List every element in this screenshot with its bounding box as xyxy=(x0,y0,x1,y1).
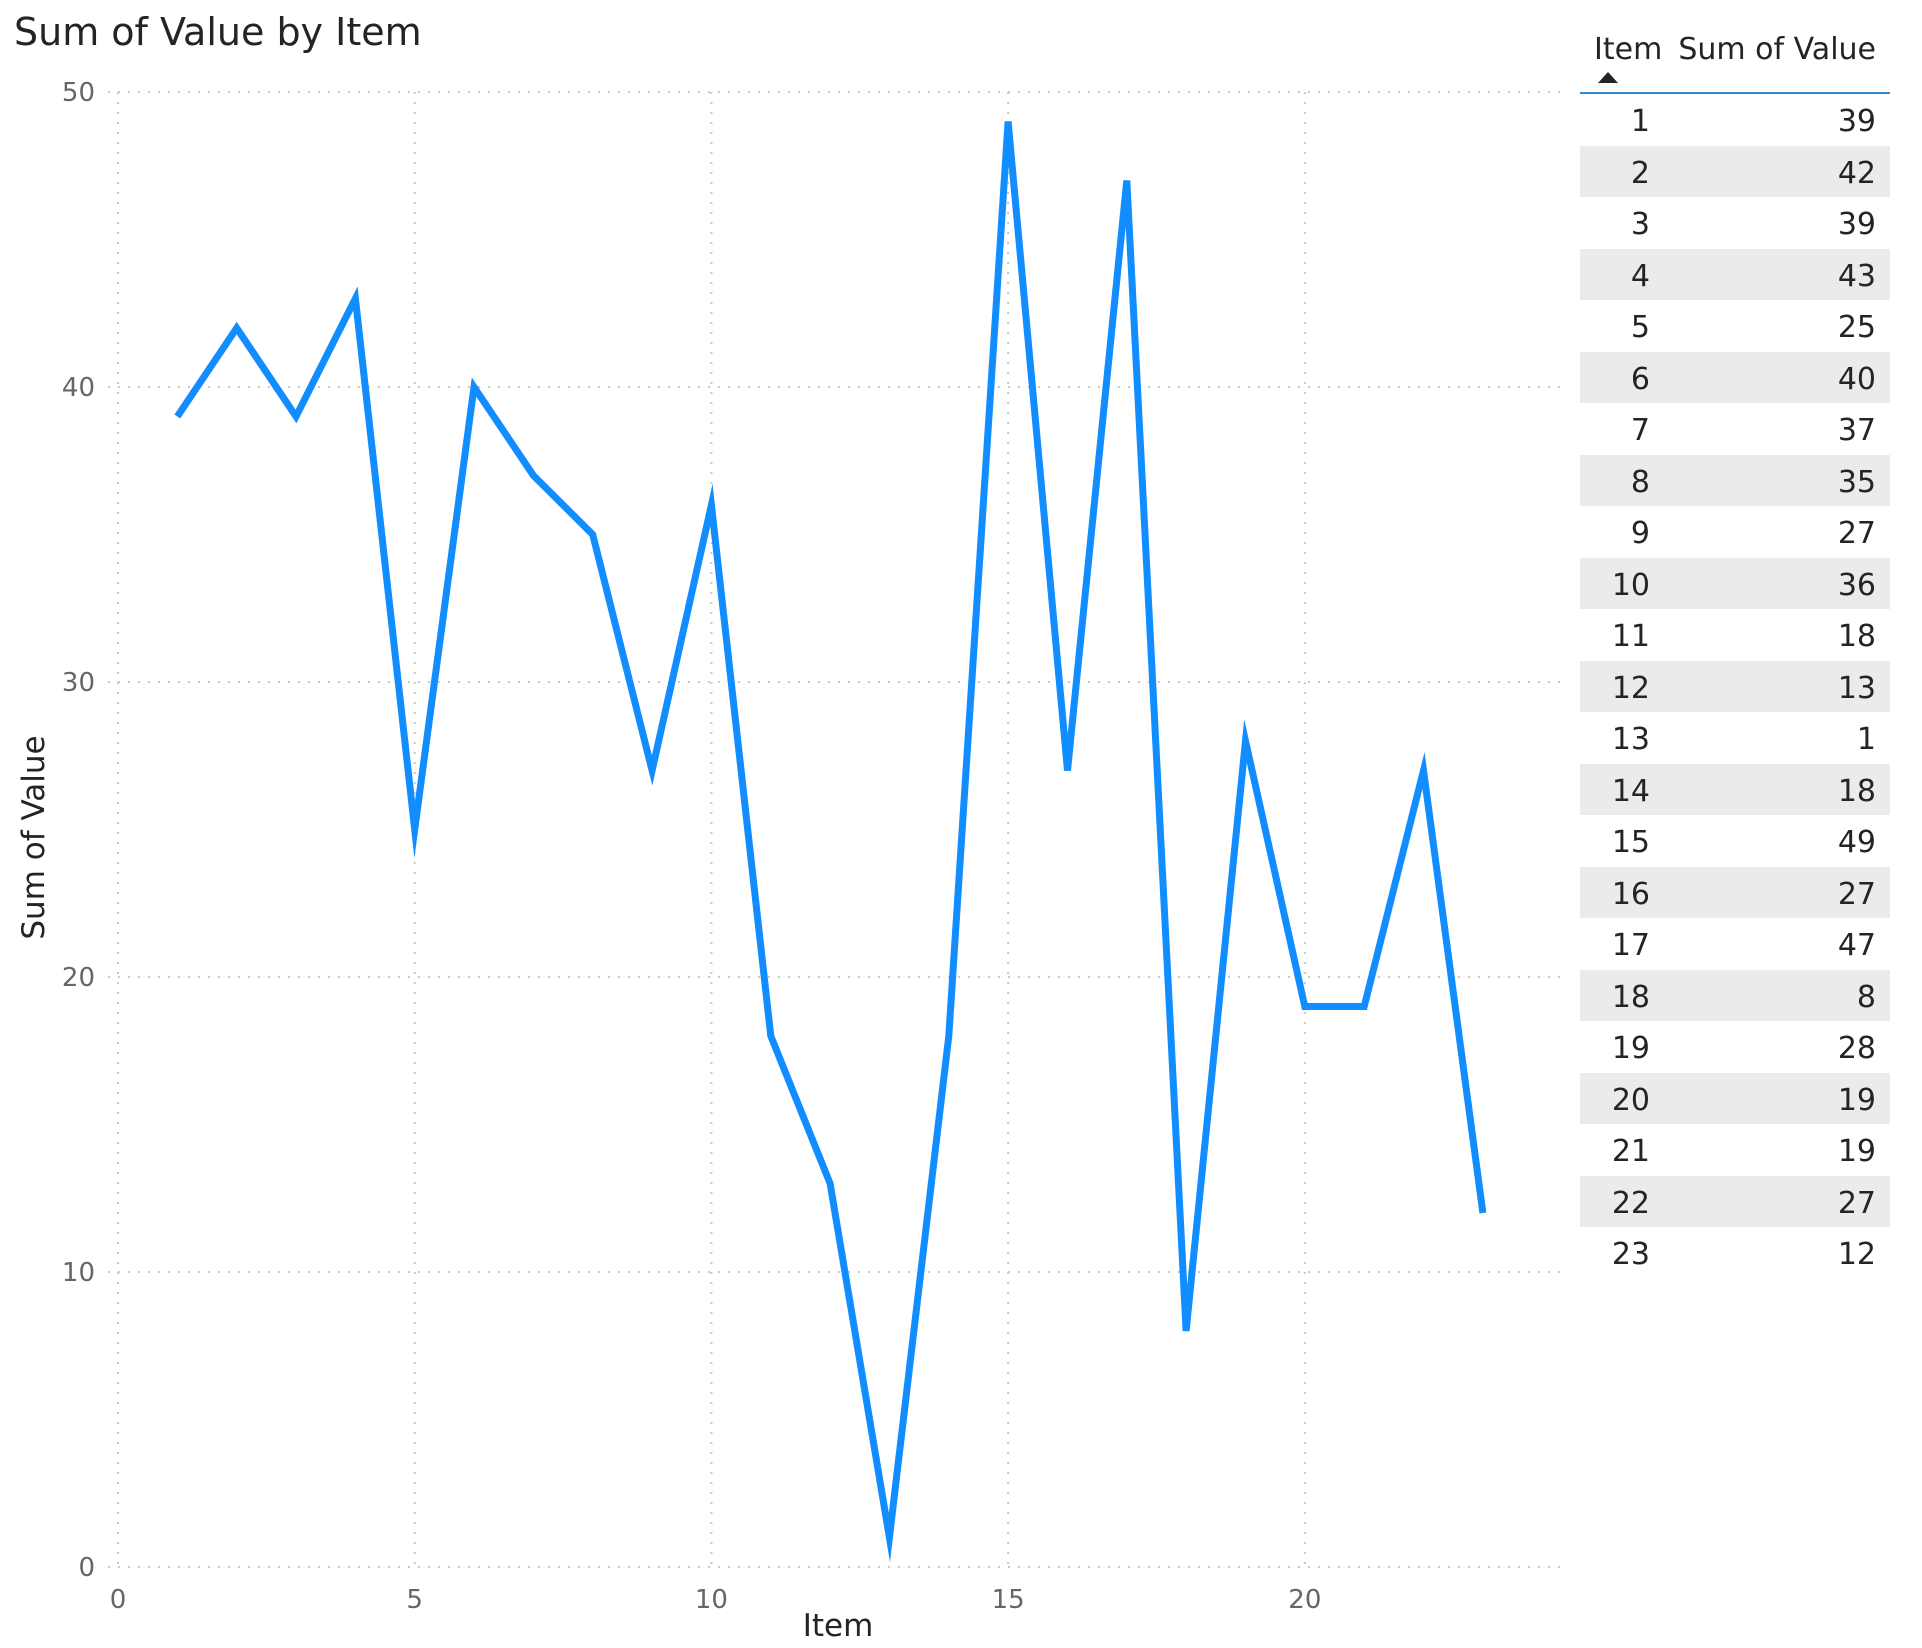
cell-sum-of-value: 40 xyxy=(1837,361,1876,397)
table-row: 1 39 xyxy=(1580,94,1890,146)
line-chart: 0 10 20 30 40 50 0 5 10 15 20 Item Sum of Value xyxy=(16,78,1560,1644)
table-row: 12 13 xyxy=(1580,660,1890,712)
cell-item: 14 xyxy=(1611,773,1650,809)
table-row: 17 47 xyxy=(1580,918,1890,970)
table-row: 14 18 xyxy=(1580,763,1890,815)
table-row: 21 19 xyxy=(1580,1124,1890,1176)
cell-sum-of-value: 19 xyxy=(1837,1134,1876,1169)
y-tick-label: 20 xyxy=(62,963,95,993)
cell-item: 22 xyxy=(1611,1185,1650,1221)
table-body: 1 39 2 42 3 39 4 43 5 25 6 40 7 37 8 35 9 27 10 36 11 18 12 13 1… xyxy=(1580,94,1890,1279)
cell-item: 3 xyxy=(1630,207,1650,242)
cell-sum-of-value: 18 xyxy=(1837,619,1876,654)
cell-sum-of-value: 27 xyxy=(1837,1185,1876,1221)
cell-sum-of-value: 27 xyxy=(1837,516,1876,551)
table-header: Item Sum of Value xyxy=(1580,28,1890,94)
cell-sum-of-value: 18 xyxy=(1837,773,1876,809)
series-line xyxy=(174,121,1487,1563)
chart-title: Sum of Value by Item xyxy=(14,10,422,54)
y-tick-label: 0 xyxy=(78,1553,95,1583)
cell-item: 17 xyxy=(1611,928,1650,963)
table-row: 9 27 xyxy=(1580,506,1890,558)
y-tick-label: 40 xyxy=(62,373,95,403)
x-tick-label: 20 xyxy=(1288,1585,1321,1615)
cell-sum-of-value: 39 xyxy=(1837,207,1876,242)
x-tick-label: 0 xyxy=(110,1585,127,1615)
table-row: 19 28 xyxy=(1580,1021,1890,1073)
y-tick-label: 30 xyxy=(62,668,95,698)
table-row: 6 40 xyxy=(1580,351,1890,403)
column-header-item[interactable]: Item xyxy=(1594,32,1663,67)
cell-sum-of-value: 25 xyxy=(1837,310,1876,345)
table-row: 23 12 xyxy=(1580,1227,1890,1279)
cell-item: 16 xyxy=(1611,876,1650,912)
cell-item: 18 xyxy=(1611,979,1650,1015)
cell-sum-of-value: 12 xyxy=(1837,1237,1876,1272)
series-lines xyxy=(174,121,1487,1563)
y-axis-title: Sum of Value xyxy=(16,735,52,939)
y-tick-label: 50 xyxy=(62,78,95,108)
cell-sum-of-value: 36 xyxy=(1837,567,1876,603)
cell-sum-of-value: 42 xyxy=(1837,155,1876,191)
table-row: 18 8 xyxy=(1580,969,1890,1021)
table-row: 10 36 xyxy=(1580,557,1890,609)
table-row: 22 27 xyxy=(1580,1175,1890,1227)
x-tick-label: 15 xyxy=(992,1585,1025,1615)
x-axis-title: Item xyxy=(803,1608,874,1644)
cell-sum-of-value: 1 xyxy=(1856,722,1876,757)
cell-item: 4 xyxy=(1630,258,1650,294)
cell-sum-of-value: 35 xyxy=(1837,464,1876,500)
cell-item: 2 xyxy=(1630,155,1650,191)
cell-item: 15 xyxy=(1611,825,1650,860)
table-row: 20 19 xyxy=(1580,1072,1890,1124)
cell-item: 19 xyxy=(1611,1031,1650,1066)
cell-item: 23 xyxy=(1611,1237,1650,1272)
cell-sum-of-value: 43 xyxy=(1837,258,1876,294)
table-row: 8 35 xyxy=(1580,454,1890,506)
table-row: 4 43 xyxy=(1580,248,1890,300)
x-tick-label: 5 xyxy=(406,1585,423,1615)
table-row: 5 25 xyxy=(1580,300,1890,352)
cell-sum-of-value: 49 xyxy=(1837,825,1876,860)
table-row: 3 39 xyxy=(1580,197,1890,249)
table-row: 2 42 xyxy=(1580,145,1890,197)
cell-item: 9 xyxy=(1630,516,1650,551)
cell-item: 20 xyxy=(1611,1082,1650,1118)
cell-sum-of-value: 39 xyxy=(1837,104,1876,139)
cell-item: 8 xyxy=(1630,464,1650,500)
cell-item: 11 xyxy=(1611,619,1650,654)
cell-item: 12 xyxy=(1611,670,1650,706)
cell-item: 13 xyxy=(1611,722,1650,757)
table-row: 7 37 xyxy=(1580,403,1890,455)
column-header-sum-of-value[interactable]: Sum of Value xyxy=(1678,32,1876,67)
table-row: 11 18 xyxy=(1580,609,1890,661)
cell-sum-of-value: 27 xyxy=(1837,876,1876,912)
y-tick-label: 10 xyxy=(62,1258,95,1288)
cell-sum-of-value: 8 xyxy=(1856,979,1876,1015)
cell-item: 7 xyxy=(1630,413,1650,448)
cell-sum-of-value: 13 xyxy=(1837,670,1876,706)
cell-item: 5 xyxy=(1630,310,1650,345)
data-table: Item Sum of Value 1 39 2 42 3 39 4 43 5 25 6 40 7 37 8… xyxy=(1580,28,1890,1279)
sort-ascending-icon[interactable] xyxy=(1598,72,1618,83)
cell-item: 21 xyxy=(1611,1134,1650,1169)
tick-labels: 0 10 20 30 40 50 0 5 10 15 20 xyxy=(62,78,1321,1615)
table-row: 16 27 xyxy=(1580,866,1890,918)
gridlines xyxy=(108,91,1560,1568)
cell-sum-of-value: 19 xyxy=(1837,1082,1876,1118)
table-row: 13 1 xyxy=(1580,712,1890,764)
cell-item: 6 xyxy=(1630,361,1650,397)
cell-item: 1 xyxy=(1630,104,1650,139)
cell-sum-of-value: 28 xyxy=(1837,1031,1876,1066)
x-tick-label: 10 xyxy=(695,1585,728,1615)
cell-sum-of-value: 37 xyxy=(1837,413,1876,448)
cell-item: 10 xyxy=(1611,567,1650,603)
table-row: 15 49 xyxy=(1580,815,1890,867)
cell-sum-of-value: 47 xyxy=(1837,928,1876,963)
